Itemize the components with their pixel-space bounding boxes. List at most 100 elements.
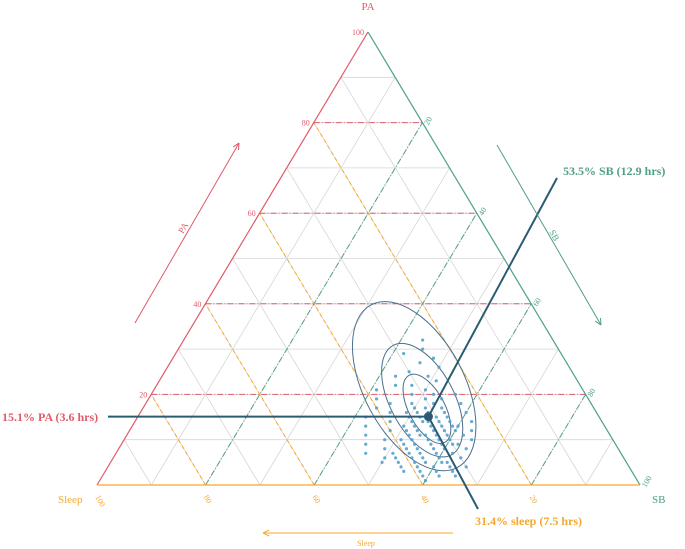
sleep-reference-line (204, 303, 315, 486)
sb-tick-label: 100 (640, 474, 654, 489)
data-point (412, 424, 417, 428)
data-point (423, 406, 428, 410)
data-point (421, 338, 425, 342)
sleep-tick-label: 40 (419, 494, 431, 505)
data-point (459, 401, 463, 406)
pa-annotation: 15.1% PA (3.6 hrs) (2, 410, 98, 424)
data-point (440, 406, 444, 410)
pa-direction-arrow-head (237, 142, 240, 151)
data-point (415, 447, 419, 451)
data-point (364, 442, 368, 446)
pa-arrow-label: PA (176, 220, 190, 235)
data-point (380, 460, 384, 464)
data-point (383, 456, 387, 460)
data-point (410, 401, 414, 406)
sb-reference-line (530, 394, 587, 486)
data-point (451, 451, 455, 455)
data-point (394, 456, 398, 460)
data-point (410, 438, 414, 442)
data-point (421, 419, 425, 424)
mean-lines (108, 177, 558, 510)
sleep-tick-label: 80 (202, 494, 214, 505)
sleep-direction-arrow-head (262, 532, 270, 537)
data-point (423, 460, 428, 464)
data-point (464, 447, 468, 451)
data-point (399, 438, 403, 442)
sb-axis-title: SB (652, 494, 665, 506)
pa-tick-label: 40 (193, 300, 201, 309)
sb-tick-label: 60 (531, 296, 543, 307)
data-point (442, 429, 447, 433)
labels-layer: PA SB Sleep PA SB Sleep 15.1% PA (3.6 hr… (2, 1, 665, 548)
data-point (421, 347, 425, 351)
data-point (440, 424, 444, 428)
data-point (451, 442, 455, 446)
data-point (404, 429, 409, 433)
data-point (453, 429, 457, 433)
data-point (456, 424, 460, 428)
data-point (399, 465, 403, 469)
data-point (388, 410, 392, 415)
data-point (470, 438, 474, 442)
data-point (413, 442, 417, 446)
data-point (434, 469, 438, 474)
data-point (421, 474, 425, 478)
data-point (415, 465, 419, 469)
grid-line-sleep (340, 77, 587, 486)
data-point (383, 447, 387, 451)
pa-tick-label: 100 (352, 28, 364, 37)
sb-reference-line (422, 303, 532, 486)
data-point (453, 392, 457, 396)
pa-tick-label: 80 (302, 119, 310, 128)
data-point (374, 388, 379, 392)
data-point (421, 456, 425, 460)
sb-direction-arrow (496, 144, 602, 326)
pa-direction-arrow (134, 142, 240, 324)
data-point (418, 361, 422, 365)
data-point (402, 469, 406, 474)
sb-direction-arrow-head (599, 317, 602, 326)
data-point (410, 456, 414, 460)
pa-direction-arrow-head (232, 142, 240, 148)
data-point (364, 451, 368, 455)
data-point (404, 447, 409, 451)
data-point (431, 356, 436, 360)
data-point (442, 410, 447, 415)
data-point (415, 410, 419, 415)
data-point (429, 442, 433, 446)
sleep-reference-line (259, 212, 424, 486)
grid-line-sb (476, 348, 559, 486)
pa-axis-title: PA (361, 1, 374, 13)
data-point (453, 474, 457, 478)
sleep-arrow-label: Sleep (357, 539, 375, 548)
data-point (464, 465, 468, 469)
data-point (448, 419, 452, 424)
pa-axis-edge (96, 31, 369, 486)
grid-line-sleep (232, 258, 369, 486)
data-point (418, 451, 422, 455)
data-point (402, 424, 406, 428)
grid-line-sb (585, 439, 614, 486)
data-point (374, 397, 379, 401)
data-point (470, 429, 474, 433)
data-point (459, 456, 463, 460)
data-point (423, 397, 428, 401)
data-point (388, 429, 392, 433)
data-point (448, 438, 452, 442)
data-point (402, 352, 406, 356)
sleep-tick-label: 20 (528, 494, 540, 505)
sleep-annotation: 31.4% sleep (7.5 hrs) (475, 514, 582, 528)
data-point (445, 433, 449, 437)
density-contour (381, 342, 464, 458)
data-point (393, 374, 398, 378)
data-point (440, 460, 444, 464)
data-point (440, 397, 444, 401)
grid-line-sleep (123, 439, 152, 486)
data-point (402, 442, 406, 446)
data-point (445, 415, 449, 419)
data-point (413, 460, 417, 464)
sleep-reference-line (150, 394, 207, 486)
sb-tick-label: 40 (477, 206, 489, 217)
sleep-direction-arrow-head (262, 529, 270, 534)
data-point (418, 469, 422, 474)
